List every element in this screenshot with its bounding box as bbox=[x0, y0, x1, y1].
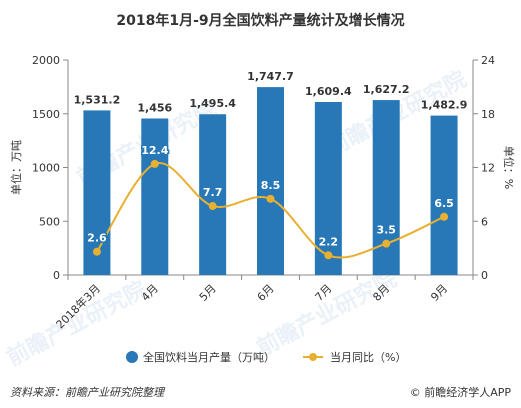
y-axis-left-title: 单位：万吨 bbox=[9, 140, 23, 195]
yoy-value-label: 6.5 bbox=[434, 197, 454, 210]
y-tick-label-left: 2000 bbox=[32, 54, 60, 67]
bar-value-label: 1,609.4 bbox=[305, 85, 352, 98]
yoy-value-label: 7.7 bbox=[203, 186, 223, 199]
brand-credit: © 前瞻经济学人APP bbox=[410, 384, 511, 400]
y-tick-label-right: 24 bbox=[481, 54, 495, 67]
yoy-point bbox=[382, 239, 391, 248]
y-tick-label-right: 18 bbox=[481, 108, 495, 121]
y-axis-right-title: 单位：% bbox=[502, 146, 516, 189]
brand-name: 前瞻经济学人APP bbox=[424, 386, 511, 399]
bar bbox=[83, 110, 111, 275]
bar-value-label: 1,531.2 bbox=[74, 93, 121, 106]
chart-title: 2018年1月-9月全国饮料产量统计及增长情况 bbox=[116, 13, 405, 29]
bar bbox=[199, 114, 227, 275]
yoy-point bbox=[92, 247, 101, 256]
yoy-point bbox=[324, 251, 333, 260]
y-tick-label-left: 1000 bbox=[32, 162, 60, 175]
y-tick-label-left: 500 bbox=[39, 215, 60, 228]
bar-value-label: 1,495.4 bbox=[189, 97, 236, 110]
bar bbox=[141, 118, 169, 275]
yoy-value-label: 3.5 bbox=[376, 224, 396, 237]
x-tick-label: 9月 bbox=[428, 282, 450, 304]
legend-bar-icon bbox=[126, 351, 138, 363]
y-tick-label-right: 12 bbox=[481, 162, 495, 175]
bar-value-label: 1,747.7 bbox=[247, 70, 294, 83]
legend-line-label: 当月同比（%） bbox=[330, 350, 406, 364]
yoy-point bbox=[208, 202, 217, 211]
y-tick-label-left: 0 bbox=[53, 269, 60, 282]
bar-value-label: 1,482.9 bbox=[421, 99, 468, 112]
bar bbox=[372, 100, 400, 276]
bar bbox=[314, 101, 342, 275]
copyright-icon: © bbox=[409, 386, 421, 399]
legend-bar-label: 全国饮料当月产量（万吨） bbox=[143, 350, 275, 364]
source-note: 资料来源：前瞻产业研究院整理 bbox=[10, 386, 164, 399]
y-tick-label-right: 6 bbox=[481, 215, 488, 228]
yoy-point bbox=[440, 212, 449, 221]
watermark-text: 前瞻产业研究院 bbox=[253, 266, 401, 361]
bar bbox=[430, 115, 458, 275]
yoy-value-label: 2.2 bbox=[319, 235, 339, 248]
y-tick-label-left: 1500 bbox=[32, 108, 60, 121]
yoy-point bbox=[150, 159, 159, 168]
bar bbox=[257, 87, 284, 275]
bar-value-label: 1,456 bbox=[137, 101, 172, 114]
yoy-value-label: 8.5 bbox=[261, 179, 281, 192]
bar-value-label: 1,627.2 bbox=[363, 83, 410, 96]
x-tick-label: 6月 bbox=[255, 282, 277, 304]
y-tick-label-right: 0 bbox=[481, 269, 488, 282]
x-tick-label: 5月 bbox=[197, 282, 219, 304]
yoy-value-label: 2.6 bbox=[87, 232, 107, 245]
yoy-value-label: 12.4 bbox=[141, 144, 168, 157]
legend-line-marker bbox=[309, 353, 317, 361]
yoy-point bbox=[266, 194, 275, 203]
